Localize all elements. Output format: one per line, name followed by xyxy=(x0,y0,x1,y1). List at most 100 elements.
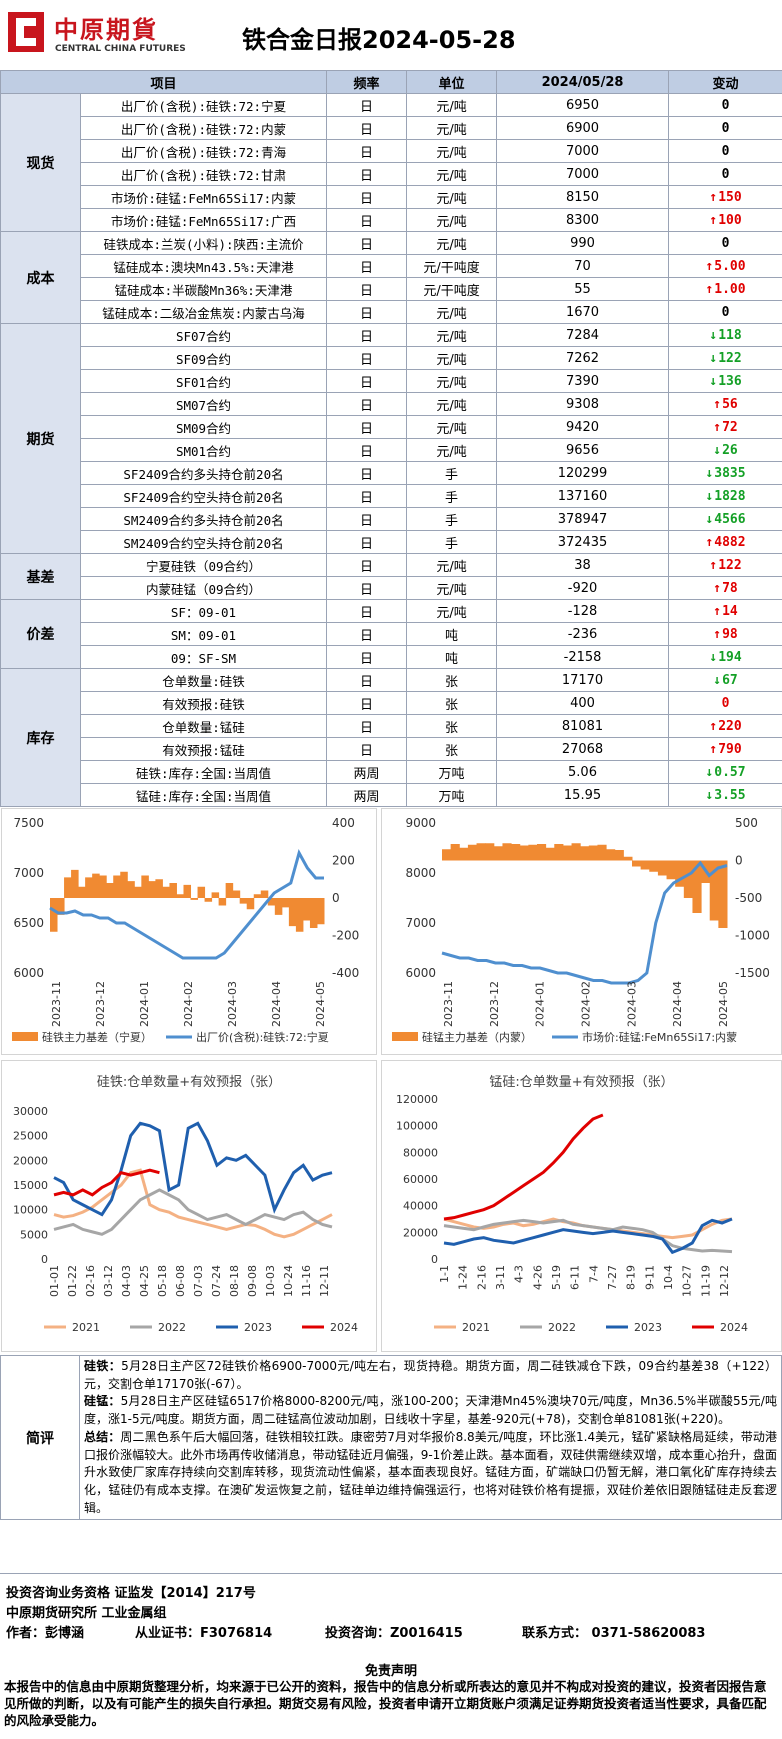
change-value: 78 xyxy=(722,581,738,596)
basis-bar xyxy=(183,885,191,898)
basis-bar xyxy=(520,846,529,861)
value-cell: 7000 xyxy=(497,140,669,163)
x-tick-label: 2024-03 xyxy=(625,981,638,1027)
frequency-cell: 日 xyxy=(327,531,407,554)
x-tick-label: 6-11 xyxy=(569,1265,582,1290)
footer-author: 作者：彭博涵 xyxy=(6,1622,84,1641)
arrow-up-icon: ↑ xyxy=(713,581,721,596)
unit-cell: 元/吨 xyxy=(407,577,497,600)
basis-bar xyxy=(528,845,537,861)
basis-bar xyxy=(261,891,269,899)
change-value: 0 xyxy=(722,144,730,159)
arrow-up-icon: ↑ xyxy=(705,535,713,550)
x-tick-label: 2023-12 xyxy=(488,981,501,1027)
x-tick-label: 05-18 xyxy=(156,1265,169,1297)
x-tick-label: 10-03 xyxy=(264,1265,277,1297)
basis-bar xyxy=(537,844,546,861)
frequency-cell: 日 xyxy=(327,255,407,278)
change-value: 790 xyxy=(718,742,741,757)
change-cell: ↓3835 xyxy=(669,462,782,485)
change-value: 26 xyxy=(722,443,738,458)
y-tick-label: 120000 xyxy=(396,1093,438,1106)
arrow-up-icon: ↑ xyxy=(709,213,717,228)
basis-bar xyxy=(113,876,121,899)
frequency-cell: 日 xyxy=(327,623,407,646)
arrow-down-icon: ↓ xyxy=(713,443,721,458)
x-tick-label: 06-08 xyxy=(174,1265,187,1297)
unit-cell: 元/吨 xyxy=(407,186,497,209)
frequency-cell: 日 xyxy=(327,278,407,301)
y-right-tick-label: 0 xyxy=(735,854,743,868)
footer-contact: 联系方式： 0371-58620083 xyxy=(522,1622,705,1641)
y-right-tick-label: -1000 xyxy=(735,929,770,943)
value-cell: 9656 xyxy=(497,439,669,462)
change-value: 0 xyxy=(722,167,730,182)
unit-cell: 元/吨 xyxy=(407,117,497,140)
frequency-cell: 日 xyxy=(327,416,407,439)
basis-bar xyxy=(162,887,170,898)
frequency-cell: 两周 xyxy=(327,784,407,807)
basis-bar xyxy=(477,843,486,860)
x-tick-label: 2024-02 xyxy=(580,981,593,1027)
y-left-tick-label: 6000 xyxy=(405,966,436,980)
change-value: 5.00 xyxy=(714,259,745,274)
logo-text-cn: 中原期貨 xyxy=(54,10,158,45)
y-left-tick-label: 8000 xyxy=(405,866,436,880)
change-value: 3.55 xyxy=(714,788,745,803)
y-tick-label: 10000 xyxy=(13,1204,48,1217)
change-value: 67 xyxy=(722,673,738,688)
frequency-cell: 日 xyxy=(327,439,407,462)
item-cell: 硅铁:库存:全国:当周值 xyxy=(81,761,327,784)
basis-bar xyxy=(78,887,86,898)
item-cell: SF07合约 xyxy=(81,324,327,347)
y-left-tick-label: 7000 xyxy=(13,866,44,880)
value-cell: 7262 xyxy=(497,347,669,370)
item-cell: SM07合约 xyxy=(81,393,327,416)
arrow-up-icon: ↑ xyxy=(705,259,713,274)
category-cell: 基差 xyxy=(1,554,81,600)
frequency-cell: 日 xyxy=(327,738,407,761)
comment-label: 简评 xyxy=(1,1356,80,1520)
y-right-tick-label: -500 xyxy=(735,891,762,905)
item-cell: 仓单数量:硅铁 xyxy=(81,669,327,692)
legend-label: 2022 xyxy=(548,1321,576,1334)
item-cell: 出厂价(含税):硅铁:72:宁夏 xyxy=(81,94,327,117)
change-cell: ↑1.00 xyxy=(669,278,782,301)
value-cell: 55 xyxy=(497,278,669,301)
x-tick-label: 2024-05 xyxy=(314,981,327,1027)
change-cell: ↑98 xyxy=(669,623,782,646)
x-tick-label: 2024-04 xyxy=(671,981,684,1027)
legend-line-label: 出厂价(含税):硅铁:72:宁夏 xyxy=(196,1030,329,1044)
item-cell: SF01合约 xyxy=(81,370,327,393)
value-cell: 990 xyxy=(497,232,669,255)
basis-bar xyxy=(641,861,650,870)
arrow-up-icon: ↑ xyxy=(713,604,721,619)
basis-bar xyxy=(546,848,555,861)
x-tick-label: 8-19 xyxy=(625,1265,638,1290)
basis-bar xyxy=(580,846,589,860)
footer-cert: 从业证书：F3076814 xyxy=(135,1622,272,1641)
basis-bar xyxy=(442,849,451,860)
x-tick-label: 09-08 xyxy=(246,1265,259,1297)
comment-paragraph-summary: 总结：周二黑色系午后大幅回落，硅铁相较扛跌。康密劳7月对华报价8.8美元/吨度，… xyxy=(84,1429,777,1518)
change-value: 0.57 xyxy=(714,765,745,780)
unit-cell: 张 xyxy=(407,669,497,692)
comment-head-summary: 总结： xyxy=(84,1430,120,1444)
value-cell: 7284 xyxy=(497,324,669,347)
change-value: 118 xyxy=(718,328,741,343)
basis-bar xyxy=(134,887,142,898)
basis-bar xyxy=(191,898,199,900)
change-value: 4566 xyxy=(714,512,745,527)
change-value: 100 xyxy=(718,213,741,228)
value-cell: 5.06 xyxy=(497,761,669,784)
